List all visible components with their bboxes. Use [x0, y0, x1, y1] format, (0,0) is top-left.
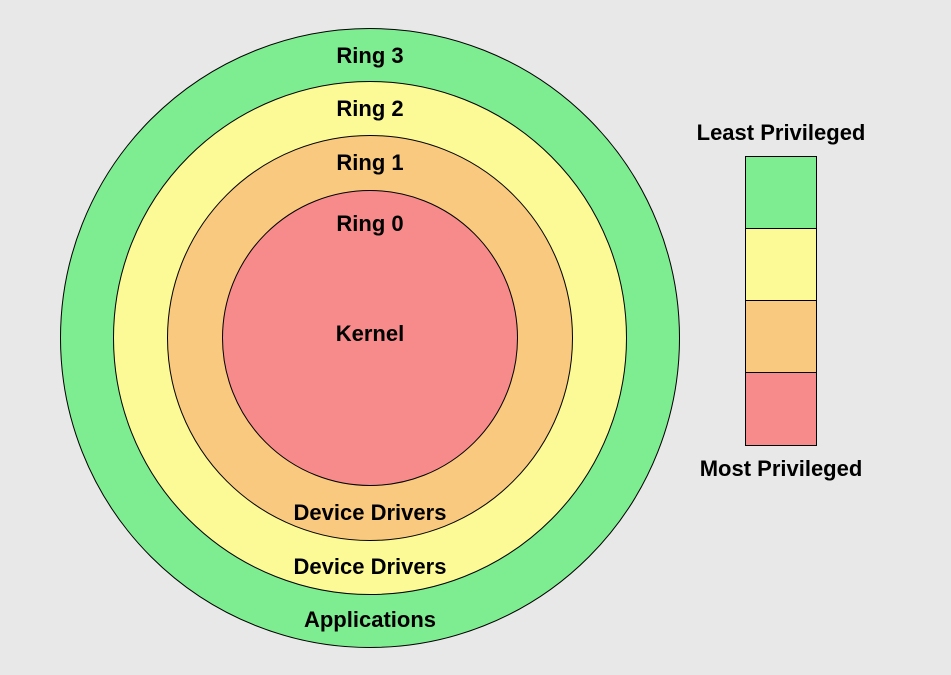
ring-3-top-label: Ring 3: [61, 43, 679, 69]
ring-diagram: Ring 3 Applications Ring 2 Device Driver…: [50, 18, 690, 658]
legend-top-label: Least Privileged: [681, 120, 881, 146]
ring-3-bottom-label: Applications: [61, 607, 679, 633]
ring-2-top-label: Ring 2: [114, 96, 626, 122]
ring-0: Ring 0 Kernel: [222, 190, 518, 486]
ring-0-top-label: Ring 0: [223, 211, 517, 237]
ring-1-top-label: Ring 1: [168, 150, 572, 176]
legend-bottom-label: Most Privileged: [681, 456, 881, 482]
ring-2-bottom-label: Device Drivers: [114, 554, 626, 580]
ring-1-bottom-label: Device Drivers: [168, 500, 572, 526]
legend-box-0: [746, 157, 816, 229]
legend-box-1: [746, 229, 816, 301]
legend-box-2: [746, 301, 816, 373]
legend-color-boxes: [745, 156, 817, 446]
privilege-legend: Least Privileged Most Privileged: [681, 120, 881, 482]
legend-box-3: [746, 373, 816, 445]
ring-0-bottom-label: Kernel: [223, 321, 517, 347]
